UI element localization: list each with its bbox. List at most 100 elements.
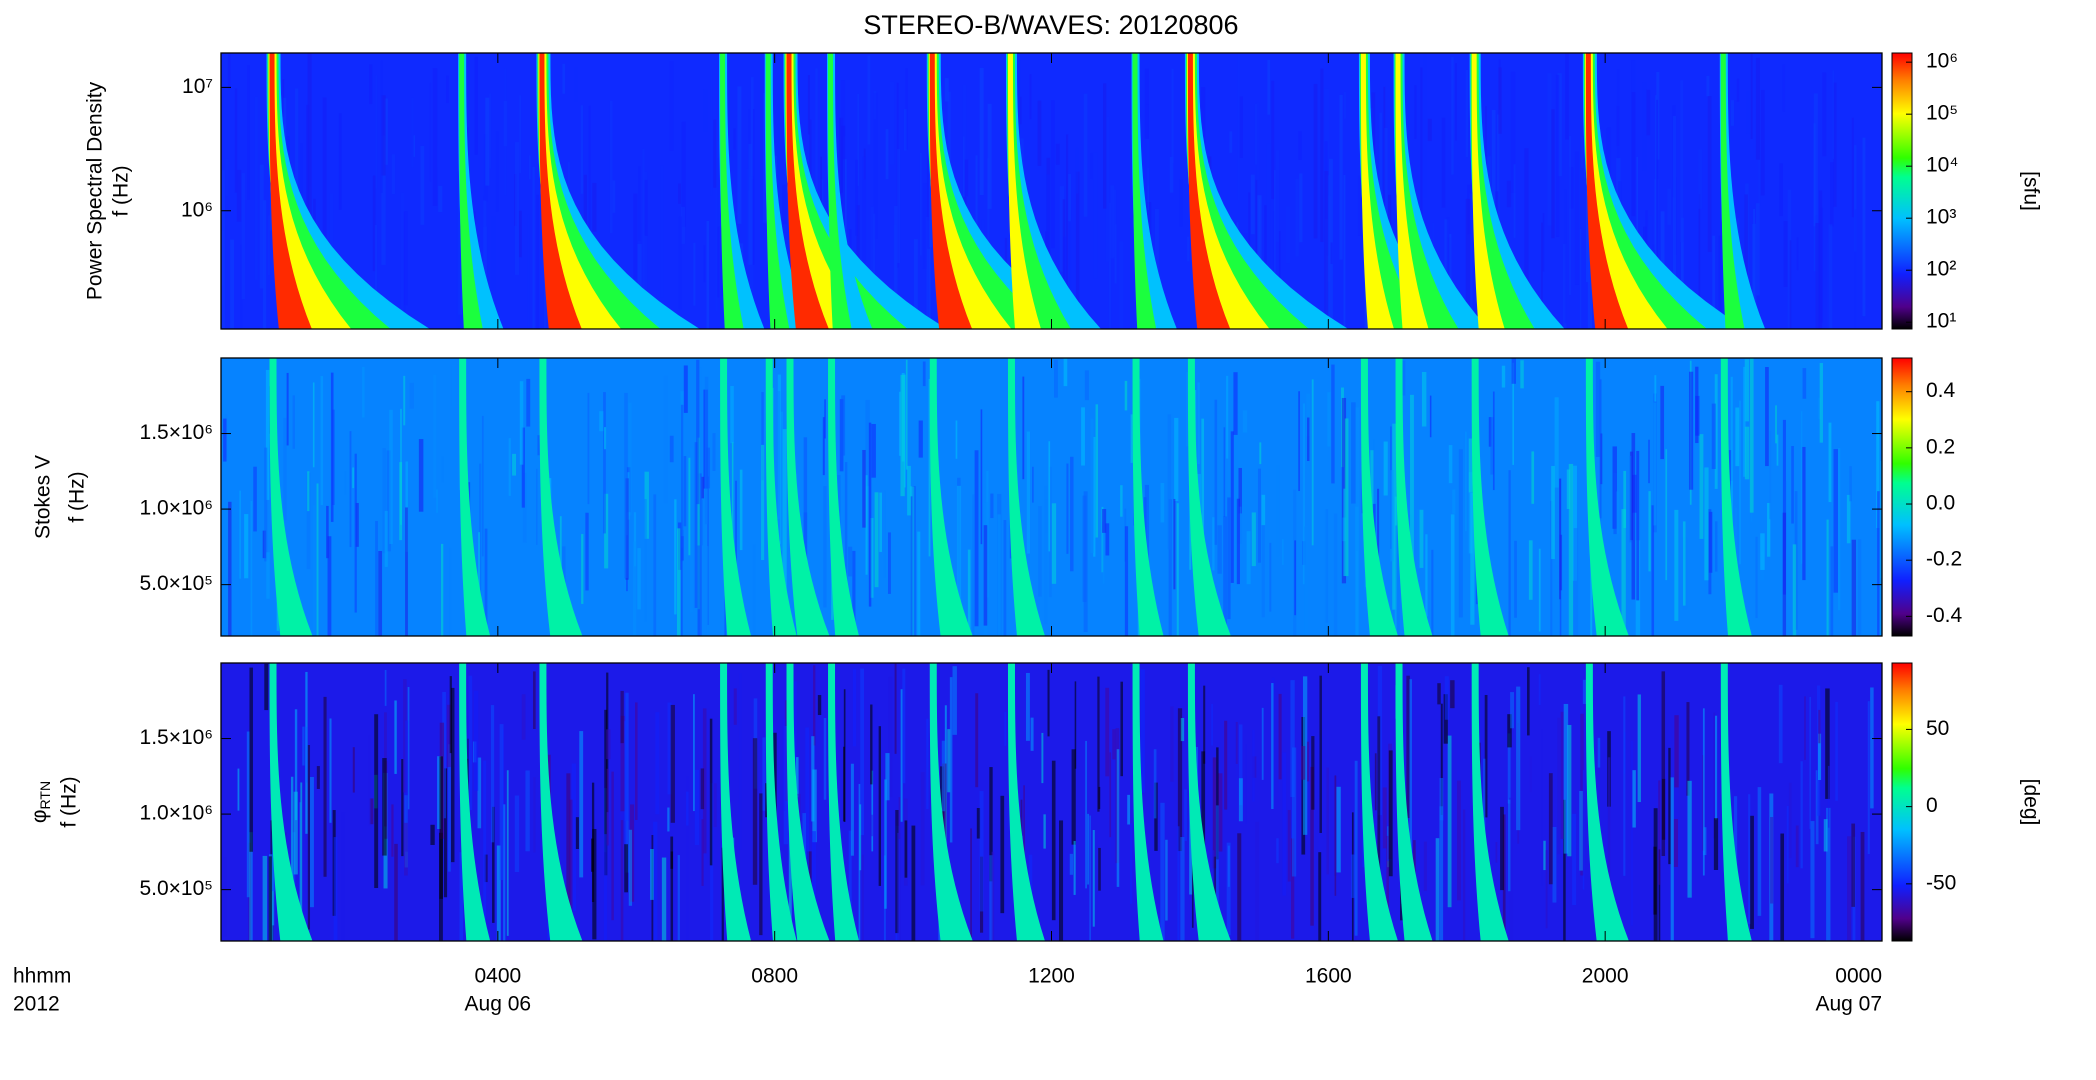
noise bbox=[858, 783, 861, 941]
noise bbox=[241, 173, 245, 300]
noise bbox=[1055, 143, 1060, 165]
noise bbox=[341, 812, 346, 941]
noise bbox=[1025, 672, 1030, 741]
noise bbox=[782, 184, 787, 225]
noise bbox=[1290, 838, 1295, 939]
noise bbox=[604, 709, 608, 876]
noise bbox=[1331, 364, 1335, 484]
noise bbox=[852, 668, 857, 747]
noise bbox=[644, 179, 648, 236]
noise bbox=[1120, 485, 1123, 517]
noise bbox=[840, 80, 846, 137]
noise bbox=[1674, 715, 1679, 788]
burst-trace bbox=[1360, 358, 1398, 636]
noise bbox=[227, 54, 231, 90]
noise bbox=[1568, 463, 1574, 636]
noise bbox=[1673, 818, 1679, 867]
noise bbox=[1715, 715, 1718, 820]
burst-trace bbox=[459, 663, 491, 941]
noise bbox=[1212, 757, 1217, 869]
noise bbox=[890, 81, 895, 165]
noise bbox=[885, 129, 889, 180]
burst-trace bbox=[539, 663, 583, 941]
noise bbox=[1324, 510, 1328, 636]
y-axis-label: f (Hz) bbox=[110, 165, 133, 216]
noise bbox=[1066, 463, 1069, 554]
noise bbox=[1427, 118, 1432, 142]
noise bbox=[1851, 823, 1856, 907]
noise bbox=[236, 169, 242, 222]
noise bbox=[1019, 96, 1022, 125]
noise bbox=[628, 402, 632, 516]
noise bbox=[1557, 73, 1562, 177]
noise bbox=[1124, 526, 1129, 636]
noise bbox=[1779, 163, 1783, 217]
noise bbox=[683, 365, 688, 413]
noise bbox=[386, 450, 391, 552]
noise bbox=[1581, 136, 1584, 169]
noise bbox=[667, 702, 672, 795]
noise bbox=[1636, 156, 1638, 234]
noise bbox=[1512, 362, 1515, 465]
noise bbox=[823, 486, 827, 608]
noise bbox=[1542, 213, 1545, 272]
noise bbox=[1215, 805, 1219, 941]
noise bbox=[1828, 422, 1832, 503]
noise bbox=[1179, 179, 1183, 227]
noise bbox=[403, 679, 407, 793]
noise bbox=[762, 737, 766, 811]
noise bbox=[1538, 674, 1541, 706]
noise bbox=[721, 847, 724, 941]
noise bbox=[1017, 60, 1021, 149]
noise bbox=[1124, 380, 1128, 411]
noise bbox=[1423, 841, 1427, 892]
noise bbox=[1201, 751, 1206, 885]
noise bbox=[1653, 808, 1658, 941]
noise bbox=[1468, 438, 1473, 493]
noise bbox=[1563, 799, 1566, 941]
noise bbox=[1837, 447, 1841, 611]
noise bbox=[1649, 848, 1653, 941]
noise bbox=[1708, 509, 1712, 595]
noise bbox=[1097, 676, 1100, 812]
noise bbox=[1623, 470, 1627, 528]
noise bbox=[1783, 221, 1788, 287]
noise bbox=[307, 53, 312, 218]
noise bbox=[1324, 171, 1329, 325]
noise bbox=[900, 689, 903, 822]
noise bbox=[989, 855, 994, 941]
noise bbox=[903, 109, 907, 151]
noise bbox=[1658, 780, 1661, 885]
noise bbox=[1419, 509, 1424, 568]
noise bbox=[1800, 411, 1803, 564]
noise bbox=[1105, 687, 1110, 777]
noise bbox=[344, 471, 347, 495]
noise bbox=[1109, 752, 1112, 838]
noise bbox=[1146, 104, 1149, 186]
noise bbox=[1344, 418, 1349, 577]
noise bbox=[1093, 436, 1096, 557]
noise bbox=[1585, 134, 1589, 283]
noise bbox=[1257, 468, 1261, 563]
noise bbox=[1333, 513, 1338, 636]
noise bbox=[302, 726, 305, 766]
noise bbox=[1559, 478, 1561, 600]
noise bbox=[1817, 397, 1821, 419]
noise bbox=[448, 744, 451, 872]
noise bbox=[1851, 117, 1854, 218]
noise bbox=[1713, 818, 1719, 870]
y-axis-label: Stokes V bbox=[32, 455, 55, 539]
noise bbox=[429, 82, 432, 182]
noise bbox=[680, 206, 686, 244]
noise bbox=[715, 135, 718, 311]
noise bbox=[1567, 724, 1572, 857]
noise bbox=[928, 378, 931, 557]
noise bbox=[1653, 402, 1657, 526]
noise bbox=[1758, 151, 1761, 207]
noise bbox=[1048, 441, 1051, 552]
noise bbox=[1749, 358, 1754, 513]
noise bbox=[1085, 740, 1087, 889]
burst-trace bbox=[1720, 663, 1752, 941]
noise bbox=[1313, 83, 1318, 239]
noise bbox=[1189, 794, 1193, 895]
